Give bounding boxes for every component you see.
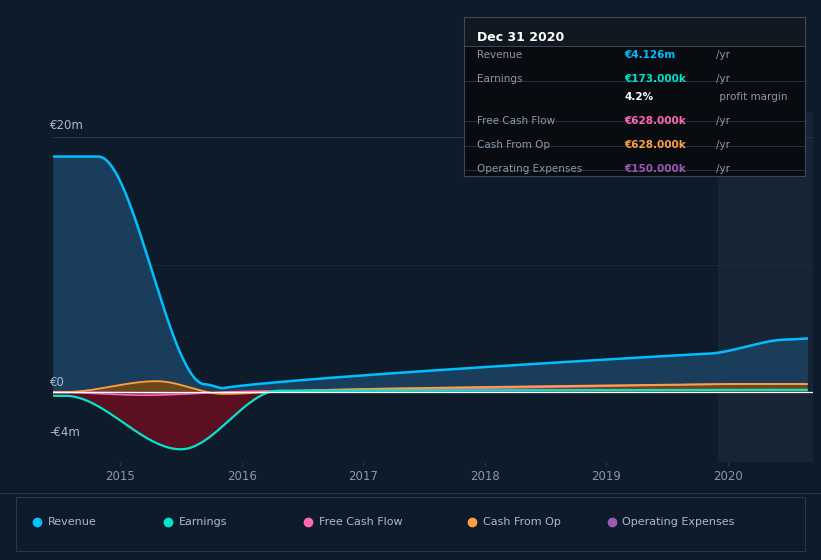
Text: Cash From Op: Cash From Op: [483, 517, 561, 527]
Text: €150.000k: €150.000k: [624, 164, 686, 174]
Text: profit margin: profit margin: [716, 92, 787, 102]
Text: €628.000k: €628.000k: [624, 116, 686, 126]
Text: 4.2%: 4.2%: [624, 92, 654, 102]
Bar: [464, 17, 805, 46]
Text: Dec 31 2020: Dec 31 2020: [478, 31, 565, 44]
Text: Revenue: Revenue: [48, 517, 96, 527]
Text: €628.000k: €628.000k: [624, 139, 686, 150]
Text: Revenue: Revenue: [478, 50, 523, 60]
Text: Free Cash Flow: Free Cash Flow: [319, 517, 402, 527]
Text: Operating Expenses: Operating Expenses: [622, 517, 735, 527]
Text: /yr: /yr: [716, 116, 730, 126]
Text: /yr: /yr: [716, 164, 730, 174]
Text: €173.000k: €173.000k: [624, 74, 686, 84]
Text: /yr: /yr: [716, 74, 730, 84]
Text: Operating Expenses: Operating Expenses: [478, 164, 583, 174]
Text: /yr: /yr: [716, 50, 730, 60]
Bar: [718, 112, 813, 462]
Text: €4.126m: €4.126m: [624, 50, 675, 60]
Text: €20m: €20m: [49, 119, 84, 132]
Bar: [16, 497, 805, 551]
Text: €0: €0: [49, 376, 64, 389]
Text: Earnings: Earnings: [179, 517, 227, 527]
Text: Earnings: Earnings: [478, 74, 523, 84]
Text: /yr: /yr: [716, 139, 730, 150]
Text: Free Cash Flow: Free Cash Flow: [478, 116, 556, 126]
Text: Cash From Op: Cash From Op: [478, 139, 551, 150]
Text: -€4m: -€4m: [49, 426, 80, 440]
